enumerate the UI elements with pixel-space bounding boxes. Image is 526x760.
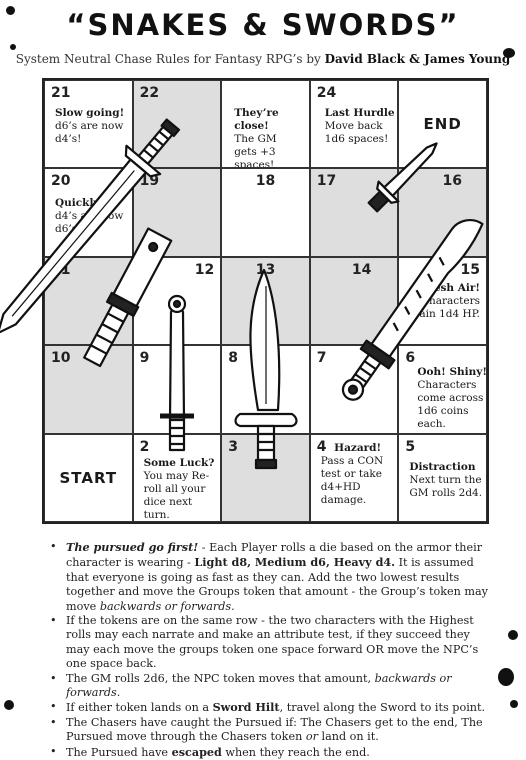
board-space-2[interactable]: 2 Some Luck? You may Re-roll all your di… <box>132 433 222 522</box>
space-number: 22 <box>139 85 160 101</box>
space-number: 5 <box>405 438 416 455</box>
rule-item: The pursued go first! - Each Player roll… <box>46 540 496 614</box>
space-title: Some Luck? <box>143 456 215 469</box>
board-space-9[interactable]: 9 <box>132 345 222 434</box>
board-space-11[interactable]: 11 <box>44 256 133 346</box>
ink-splat <box>4 700 14 710</box>
board-space-3[interactable]: 3 <box>221 433 310 522</box>
space-number: 18 <box>255 173 276 190</box>
board-space-18[interactable]: 18 <box>221 168 310 257</box>
game-board: 21 Slow going! d6’s are now d4’s! 22 The… <box>42 78 489 524</box>
start-label: START <box>59 468 118 487</box>
space-title: Hazard! <box>334 441 382 454</box>
board-space-start[interactable]: START <box>44 433 133 522</box>
board-space-21[interactable]: 21 Slow going! d6’s are now d4’s! <box>44 80 133 169</box>
board-space-17[interactable]: 17 <box>309 168 399 257</box>
space-text: You may Re-roll all your dice next turn. <box>143 469 210 521</box>
ink-splat <box>498 668 514 686</box>
space-title: They’re close! <box>234 107 279 132</box>
authors: David Black & James Young <box>324 52 511 66</box>
board-space-5[interactable]: 5 Distraction Next turn the GM rolls 2d4… <box>398 433 487 522</box>
space-text: Characters come across 1d6 coins each. <box>417 379 484 431</box>
space-number: 8 <box>228 350 238 367</box>
space-number: 10 <box>51 350 71 367</box>
ink-splat <box>510 700 518 708</box>
space-title: Quickly! <box>55 197 105 210</box>
space-number: 2 <box>139 438 150 455</box>
space-number: 19 <box>139 173 160 190</box>
ink-splat <box>508 630 518 640</box>
board-space-4[interactable]: 4 Hazard! Pass a CON test or take d4+HD … <box>309 433 399 522</box>
space-text: d6’s are now d4’s! <box>55 120 124 145</box>
space-number: 20 <box>51 173 71 190</box>
space-title: Ooh! Shiny! <box>417 366 487 379</box>
space-title: Fresh Air! <box>421 281 480 294</box>
space-number: 3 <box>228 438 238 455</box>
space-number: 21 <box>51 85 71 101</box>
space-number: 11 <box>51 261 71 278</box>
space-number: 14 <box>351 261 372 278</box>
space-text: Hazard! Pass a CON test or take d4+HD da… <box>320 441 384 506</box>
board-space-16[interactable]: 16 <box>398 168 487 257</box>
space-number: 17 <box>316 173 337 190</box>
board-space-8[interactable]: 8 <box>221 345 310 434</box>
space-number: 9 <box>139 350 150 367</box>
board-space-6[interactable]: 6 Ooh! Shiny! Characters come across 1d6… <box>398 345 487 434</box>
space-number: 6 <box>405 350 416 367</box>
rule-item: If the tokens are on the same row - the … <box>46 614 496 672</box>
rule-item: The Chasers have caught the Pursued if: … <box>46 716 496 745</box>
space-number: 7 <box>316 350 327 367</box>
space-title: Slow going! <box>55 107 125 119</box>
page-subtitle: System Neutral Chase Rules for Fantasy R… <box>15 52 511 66</box>
rule-item: If either token lands on a Sword Hilt, t… <box>46 700 496 715</box>
space-title: Last Hurdle <box>324 107 395 119</box>
space-number: 4 <box>316 438 327 455</box>
board-space-13[interactable]: 13 <box>221 256 310 346</box>
board-space-15[interactable]: 15 Fresh Air! Characters gain 1d4 HP. <box>398 256 487 346</box>
rule-item: The GM rolls 2d6, the NPC token moves th… <box>46 672 496 701</box>
space-text: Characters gain 1d4 HP. <box>412 294 480 320</box>
board-space-end[interactable]: END <box>398 80 487 169</box>
space-text: d4’s are now d6’s! <box>55 210 124 236</box>
board-space-24[interactable]: 24 Last Hurdle Move back 1d6 spaces! <box>309 80 399 169</box>
space-number: 15 <box>460 261 480 278</box>
rules-list: The pursued go first! - Each Player roll… <box>46 540 496 760</box>
space-title: Distraction <box>409 460 476 473</box>
space-number: 24 <box>316 85 337 101</box>
rule-item: The Pursued have escaped when they reach… <box>46 745 496 760</box>
space-number: 13 <box>255 261 276 278</box>
board-space-12[interactable]: 12 <box>132 256 222 346</box>
board-space-22[interactable]: 22 <box>132 80 222 169</box>
board-space-14[interactable]: 14 <box>309 256 399 346</box>
board-space-19[interactable]: 19 <box>132 168 222 257</box>
ink-splat <box>6 6 15 15</box>
space-text: Move back 1d6 spaces! <box>324 120 389 145</box>
space-number: 16 <box>442 173 462 190</box>
page-title: “SNAKES & SWORDS” <box>66 8 460 42</box>
space-text: Next turn the GM rolls 2d4. <box>409 473 483 499</box>
board-space-7[interactable]: 7 <box>309 345 399 434</box>
space-text: The GM gets +3 spaces! <box>234 133 277 169</box>
end-label: END <box>423 115 462 134</box>
ink-splat <box>10 44 16 50</box>
ink-splat <box>503 48 515 58</box>
board-space-10[interactable]: 10 <box>44 345 133 434</box>
space-number: 12 <box>194 261 215 278</box>
board-space-20[interactable]: 20 Quickly! d4’s are now d6’s! <box>44 168 133 257</box>
board-space-23[interactable]: They’re close! The GM gets +3 spaces! <box>221 80 310 169</box>
